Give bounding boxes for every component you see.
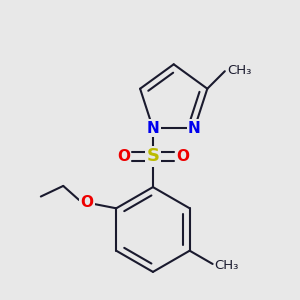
Text: CH₃: CH₃ xyxy=(214,259,239,272)
Text: CH₃: CH₃ xyxy=(227,64,251,76)
Text: O: O xyxy=(80,195,93,210)
Text: N: N xyxy=(147,121,159,136)
Text: N: N xyxy=(188,121,201,136)
Text: O: O xyxy=(176,149,189,164)
Text: O: O xyxy=(117,149,130,164)
Text: S: S xyxy=(146,148,159,166)
